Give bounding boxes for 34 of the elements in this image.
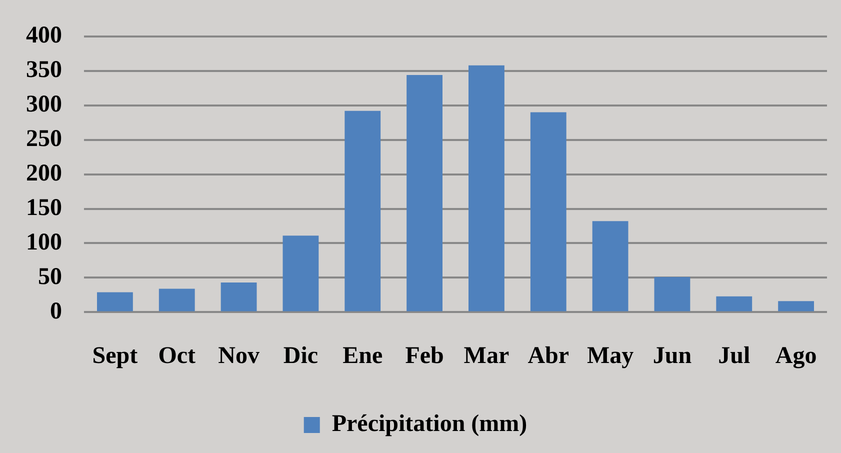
x-tick-label: Nov	[218, 342, 260, 369]
bar	[282, 236, 319, 312]
y-tick-label: 0	[50, 298, 62, 324]
bar	[592, 221, 628, 312]
x-tick-label: Sept	[92, 342, 138, 369]
y-tick-label: 100	[26, 229, 62, 256]
y-tick-label: 400	[26, 22, 62, 49]
bar	[158, 288, 195, 312]
x-tick-label: Jun	[652, 342, 692, 369]
bar	[530, 112, 566, 312]
y-tick-label: 350	[26, 57, 62, 84]
bar	[97, 292, 133, 312]
x-tick-label: Dic	[283, 342, 318, 369]
x-tick-label: May	[586, 342, 634, 369]
y-tick-label: 300	[26, 92, 62, 118]
x-tick-label: Feb	[405, 342, 444, 369]
x-tick-label: Oct	[158, 342, 196, 369]
y-tick-label: 50	[38, 264, 62, 290]
x-tick-label: Ene	[342, 342, 383, 369]
x-tick-label: Jul	[718, 342, 750, 369]
y-tick-label: 200	[26, 160, 62, 187]
bar	[778, 301, 814, 312]
y-tick-label: 150	[26, 194, 62, 221]
bar	[716, 296, 752, 312]
bar	[406, 75, 442, 312]
bar	[220, 282, 257, 312]
x-tick-label: Mar	[464, 342, 510, 369]
x-tick-label: Abr	[528, 342, 570, 369]
bar	[468, 65, 504, 312]
bar	[654, 277, 690, 312]
legend-label: Précipitation (mm)	[332, 411, 528, 438]
y-tick-label: 250	[26, 126, 62, 152]
bar	[344, 110, 381, 312]
x-tick-label: Ago	[775, 342, 817, 369]
